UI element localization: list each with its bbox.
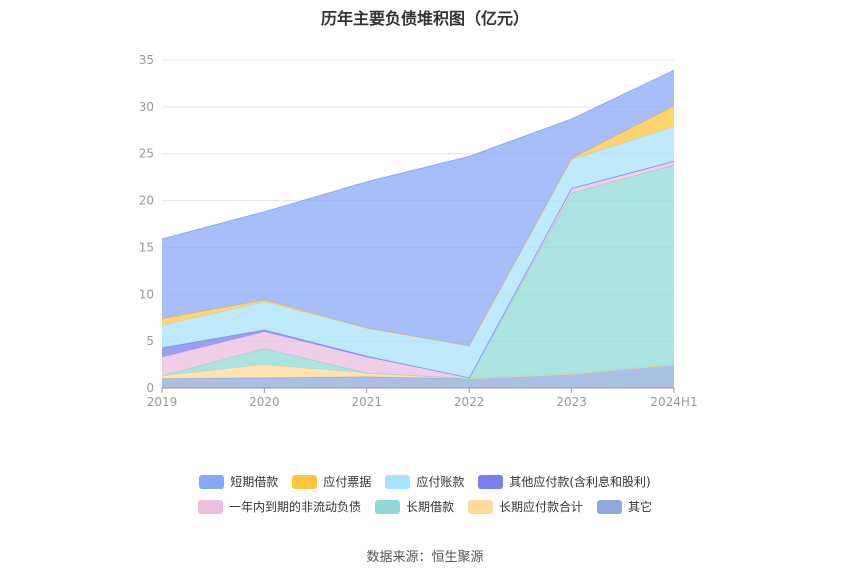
area-series <box>162 164 674 379</box>
legend-label: 其他应付款(含利息和股利) <box>509 475 651 489</box>
legend-item[interactable]: 其他应付款(含利息和股利) <box>478 473 651 490</box>
legend-swatch <box>197 499 223 514</box>
y-tick-label: 0 <box>146 381 154 395</box>
legend-item[interactable]: 其它 <box>597 498 652 515</box>
legend-row-2: 一年内到期的非流动负债 长期借款 长期应付款合计 其它 <box>0 498 850 515</box>
y-tick-label: 15 <box>139 240 154 254</box>
legend-item[interactable]: 长期借款 <box>374 498 454 515</box>
x-tick-label: 2022 <box>454 395 485 409</box>
area-series <box>162 364 674 388</box>
x-tick-label: 2019 <box>147 395 178 409</box>
legend-item[interactable]: 应付票据 <box>292 473 371 490</box>
y-tick-label: 10 <box>139 287 154 301</box>
x-tick-label: 2024H1 <box>650 395 697 409</box>
chart-title: 历年主要负债堆积图（亿元） <box>320 9 529 28</box>
x-tick-label: 2023 <box>556 395 587 409</box>
area-series <box>162 364 674 379</box>
legend-label: 长期应付款合计 <box>499 500 584 514</box>
legend-row-1: 短期借款 应付票据 应付账款 其他应付款(含利息和股利) <box>0 473 850 490</box>
legend-swatch <box>292 474 318 489</box>
y-tick-label: 20 <box>139 194 154 208</box>
series-line <box>161 105 675 347</box>
y-tick-label: 30 <box>139 100 154 114</box>
legend-item[interactable]: 短期借款 <box>199 473 278 490</box>
area-series <box>162 70 674 346</box>
legend-item[interactable]: 一年内到期的非流动负债 <box>197 498 361 515</box>
legend-swatch <box>468 499 493 514</box>
y-tick-label: 5 <box>146 334 154 348</box>
x-tick-label: 2021 <box>352 395 383 409</box>
legend-label: 其它 <box>628 500 653 514</box>
y-tick-label: 35 <box>139 53 154 67</box>
legend-label: 一年内到期的非流动负债 <box>228 500 361 514</box>
area-series <box>162 161 674 379</box>
legend-swatch <box>385 474 411 489</box>
series-line <box>161 69 675 240</box>
legend-item[interactable]: 长期应付款合计 <box>468 498 583 515</box>
y-tick-label: 25 <box>139 147 154 161</box>
area-series <box>162 126 674 378</box>
legend-swatch <box>199 474 225 489</box>
legend-label: 应付票据 <box>323 475 372 489</box>
legend-label: 短期借款 <box>230 475 279 489</box>
data-source-note: 数据来源：恒生聚源 <box>366 550 484 565</box>
legend-label: 长期借款 <box>405 500 454 514</box>
x-tick-label: 2020 <box>249 395 280 409</box>
legend-swatch <box>597 499 623 514</box>
legend-item[interactable]: 应付账款 <box>385 473 464 490</box>
legend-swatch <box>478 474 504 489</box>
legend-label: 应付账款 <box>416 475 465 489</box>
legend-swatch <box>374 499 400 514</box>
